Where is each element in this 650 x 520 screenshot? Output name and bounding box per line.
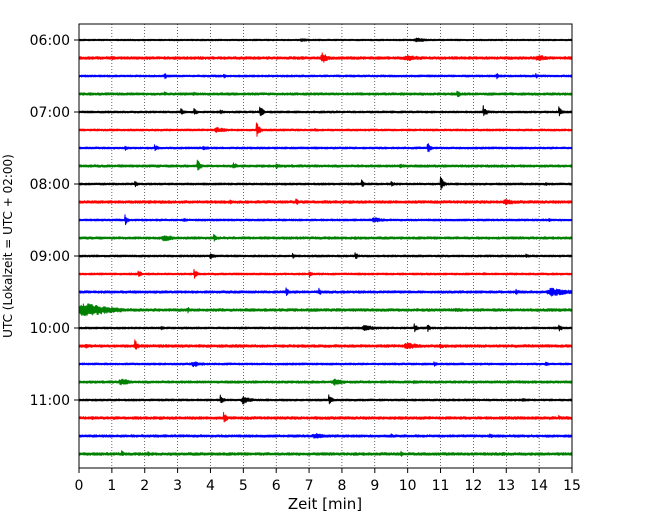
y-axis: 06:00 07:00 08:00 09:00 10:00 11:00 xyxy=(30,33,79,409)
trace-1030 xyxy=(78,361,573,368)
trace-0645 xyxy=(78,90,573,98)
y-tick-label: 07:00 xyxy=(30,105,70,121)
traces xyxy=(78,37,573,457)
plot-area xyxy=(79,24,572,468)
x-tick-label: 3 xyxy=(173,478,182,494)
x-tick-label: 10 xyxy=(399,478,417,494)
x-tick-label: 7 xyxy=(305,478,314,494)
trace-1130 xyxy=(78,432,573,439)
x-tick-label: 6 xyxy=(272,478,281,494)
y-axis-label: UTC (Lokalzeit = UTC + 02:00) xyxy=(1,154,15,338)
x-tick-label: 0 xyxy=(75,478,84,494)
x-tick-label: 2 xyxy=(140,478,149,494)
x-tick-label: 5 xyxy=(239,478,248,494)
x-tick-label: 8 xyxy=(337,478,346,494)
y-tick-label: 06:00 xyxy=(30,33,70,49)
x-axis-label: Zeit [min] xyxy=(288,495,362,513)
x-tick-label: 13 xyxy=(497,478,515,494)
trace-0900 xyxy=(78,252,573,260)
trace-1000 xyxy=(78,323,573,333)
x-tick-label: 12 xyxy=(464,478,482,494)
trace-0745 xyxy=(78,159,573,171)
x-tick-label: 4 xyxy=(206,478,215,494)
trace-0945 xyxy=(78,303,573,317)
y-tick-label: 11:00 xyxy=(30,393,70,409)
x-tick-label: 14 xyxy=(530,478,548,494)
trace-0845 xyxy=(78,233,573,242)
x-tick-label: 15 xyxy=(563,478,581,494)
x-axis: 0 1 2 3 4 5 6 7 8 9 10 11 12 13 14 15 xyxy=(75,468,581,494)
trace-0815 xyxy=(78,198,573,206)
trace-1045 xyxy=(78,378,573,386)
trace-0715 xyxy=(78,122,573,137)
grid xyxy=(111,24,540,468)
trace-1115 xyxy=(78,411,573,423)
x-tick-label: 11 xyxy=(432,478,450,494)
plot-frame xyxy=(78,23,573,469)
y-tick-label: 09:00 xyxy=(30,249,70,265)
trace-0930 xyxy=(78,287,573,297)
x-tick-label: 1 xyxy=(107,478,116,494)
y-tick-label: 08:00 xyxy=(30,177,70,193)
y-tick-label: 10:00 xyxy=(30,321,70,337)
trace-1145 xyxy=(78,450,573,457)
x-tick-label: 9 xyxy=(370,478,379,494)
trace-0615 xyxy=(78,52,573,63)
trace-1015 xyxy=(78,339,573,350)
